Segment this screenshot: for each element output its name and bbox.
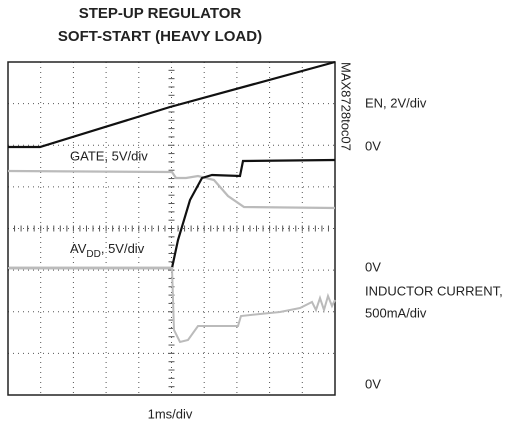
inductor-label: 500mA/div	[365, 305, 427, 320]
avdd-label-suffix: , 5V/div	[101, 241, 145, 256]
avdd-trace	[8, 158, 336, 270]
gate-trace	[7, 169, 336, 210]
avdd-label: AVDD, 5V/div	[70, 241, 145, 259]
inductor-label: INDUCTOR CURRENT,	[365, 283, 503, 298]
zero-label: 0V	[365, 259, 381, 274]
en-label: EN, 2V/div	[365, 95, 427, 110]
time-scale: 1ms/div	[148, 406, 193, 421]
inductor-trace	[8, 267, 336, 344]
zero-label: 0V	[365, 138, 381, 153]
gate-label: GATE, 5V/div	[70, 148, 148, 163]
scope-frame	[7, 61, 336, 396]
avdd-label-subscript: DD	[86, 249, 100, 260]
zero-label: 0V	[365, 376, 381, 391]
en-trace	[8, 60, 336, 149]
figure-id: MAX8728toc07	[339, 62, 354, 151]
avdd-label-prefix: AV	[70, 241, 87, 256]
title-line: STEP-UP REGULATOR	[79, 5, 242, 22]
scope-grid	[7, 61, 336, 396]
title-line: SOFT-START (HEAVY LOAD)	[58, 28, 262, 45]
